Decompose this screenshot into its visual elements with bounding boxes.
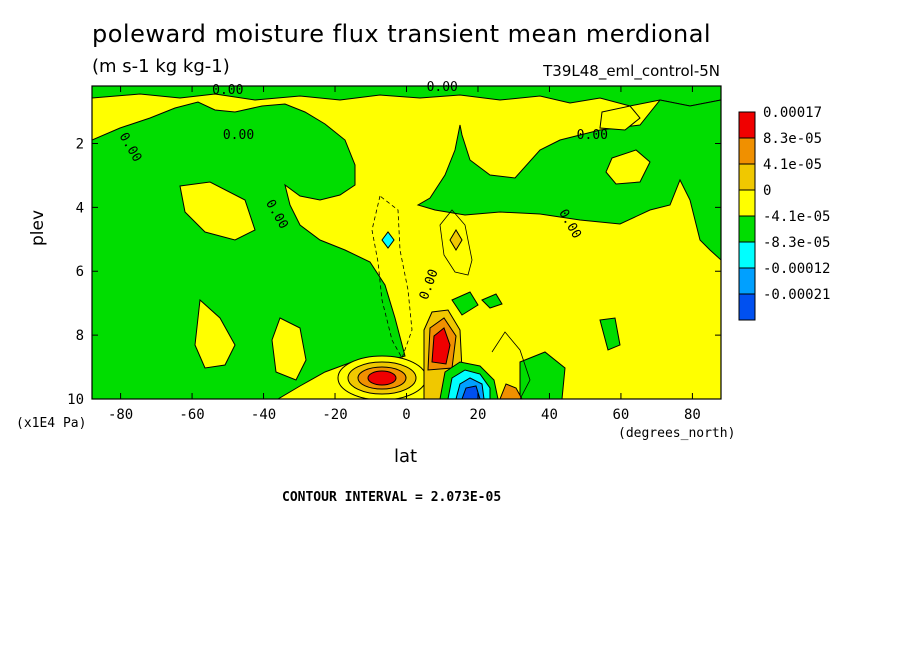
run-label: T39L48_eml_control-5N bbox=[543, 62, 720, 80]
y-tick-label: 6 bbox=[76, 264, 84, 280]
contour-line-thin-2 bbox=[491, 331, 531, 399]
legend-label: 4.1e-05 bbox=[763, 157, 822, 173]
contour-line-dashed bbox=[371, 195, 413, 359]
y-tick-label: 2 bbox=[76, 136, 84, 152]
legend-swatch bbox=[738, 163, 756, 191]
contour-label: 0.00 bbox=[577, 128, 608, 143]
chart-title: poleward moisture flux transient mean me… bbox=[92, 20, 712, 48]
x-tick-label: 80 bbox=[684, 407, 701, 423]
legend-swatch bbox=[738, 267, 756, 295]
contour-line-thin-1 bbox=[439, 209, 473, 276]
legend-label: 0 bbox=[763, 183, 771, 199]
x-axis-units: (degrees_north) bbox=[618, 426, 736, 441]
negative-spot-cyan bbox=[381, 231, 395, 249]
positive-island-c bbox=[179, 181, 256, 241]
negative-spot-3 bbox=[519, 351, 566, 399]
legend-label: -0.00012 bbox=[763, 261, 830, 277]
negative-region-right bbox=[416, 99, 721, 261]
y-tick-label: 10 bbox=[67, 392, 84, 408]
positive-island-b bbox=[271, 317, 307, 381]
x-tick-label: -80 bbox=[108, 407, 133, 423]
colorbar-legend: 0.00017 8.3e-05 4.1e-05 0 -4.1e-05 -8.3e-05 -0… bbox=[738, 105, 830, 321]
legend-label: 8.3e-05 bbox=[763, 131, 822, 147]
positive-spot-1 bbox=[449, 229, 463, 251]
negative-spot-1 bbox=[451, 291, 479, 316]
negative-min-core bbox=[461, 385, 481, 399]
contour-label: 0.00 bbox=[427, 80, 458, 95]
chart-units: (m s-1 kg kg-1) bbox=[92, 56, 230, 77]
y-tick-label: 4 bbox=[76, 200, 84, 216]
legend-swatch bbox=[738, 111, 756, 139]
legend-swatch bbox=[738, 215, 756, 243]
y-axis-units: (x1E4 Pa) bbox=[16, 416, 87, 431]
positive-max-2-core bbox=[431, 327, 451, 365]
contour-label: 0.00 bbox=[212, 83, 243, 98]
legend-swatch bbox=[738, 189, 756, 217]
positive-island-e bbox=[599, 105, 641, 131]
positive-spot-2 bbox=[499, 383, 523, 399]
positive-island-d bbox=[605, 149, 651, 185]
positive-max-1-core bbox=[367, 370, 397, 386]
contour-interval: CONTOUR INTERVAL = 2.073E-05 bbox=[282, 490, 502, 505]
contour-field bbox=[92, 86, 721, 399]
negative-spot-2 bbox=[481, 293, 503, 309]
legend-label: 0.00017 bbox=[763, 105, 822, 121]
x-tick-label: 0 bbox=[402, 407, 410, 423]
legend-swatch bbox=[738, 137, 756, 165]
x-tick-label: 60 bbox=[613, 407, 630, 423]
y-axis-label: plev bbox=[28, 209, 48, 246]
contour-label: 0.00 bbox=[223, 128, 254, 143]
legend-label: -0.00021 bbox=[763, 287, 830, 303]
x-axis-label: lat bbox=[394, 446, 418, 467]
x-tick-label: -40 bbox=[251, 407, 276, 423]
x-tick-label: 40 bbox=[541, 407, 558, 423]
x-tick-label: -60 bbox=[179, 407, 204, 423]
legend-swatch bbox=[738, 241, 756, 269]
positive-island-a bbox=[194, 298, 236, 369]
negative-spot-4 bbox=[599, 317, 621, 351]
axes: -80 -60 -40 -20 0 20 40 60 80 2 4 6 8 10 bbox=[67, 86, 721, 423]
y-tick-label: 8 bbox=[76, 328, 84, 344]
legend-label: -8.3e-05 bbox=[763, 235, 830, 251]
legend-label: -4.1e-05 bbox=[763, 209, 830, 225]
legend-swatch bbox=[738, 293, 756, 321]
x-tick-label: 20 bbox=[470, 407, 487, 423]
x-tick-label: -20 bbox=[322, 407, 347, 423]
